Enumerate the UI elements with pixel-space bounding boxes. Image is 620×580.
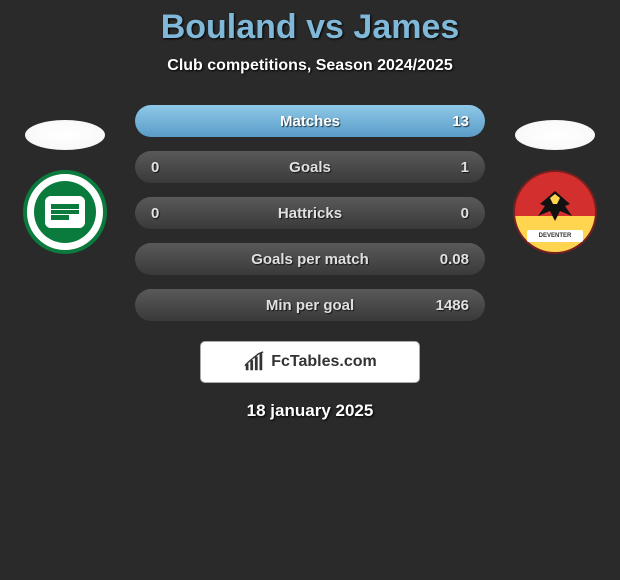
main-row: Matches 13 0 Goals 1 0 Hattricks 0 Goals… bbox=[0, 105, 620, 321]
stat-right-value: 1 bbox=[461, 159, 469, 176]
club-banner: DEVENTER bbox=[527, 230, 583, 242]
player-left-avatar bbox=[25, 120, 105, 150]
player-right-column: DEVENTER bbox=[505, 105, 605, 254]
groningen-ring bbox=[34, 181, 96, 243]
club-badge-left bbox=[23, 170, 107, 254]
date-line: 18 january 2025 bbox=[247, 401, 374, 421]
brand-box[interactable]: FcTables.com bbox=[200, 341, 420, 383]
player-left-column bbox=[15, 105, 115, 254]
brand-text: FcTables.com bbox=[271, 353, 377, 371]
stat-label: Min per goal bbox=[151, 297, 469, 314]
comparison-card: Bouland vs James Club competitions, Seas… bbox=[0, 0, 620, 421]
stat-right-value: 0 bbox=[461, 205, 469, 222]
stat-label: Matches bbox=[151, 113, 469, 130]
player-right-avatar bbox=[515, 120, 595, 150]
stat-right-value: 1486 bbox=[436, 297, 469, 314]
page-title: Bouland vs James bbox=[161, 8, 460, 47]
club-badge-right: DEVENTER bbox=[513, 170, 597, 254]
stat-label: Goals bbox=[151, 159, 469, 176]
stat-row-gpm: Goals per match 0.08 bbox=[135, 243, 485, 275]
stat-left-value: 0 bbox=[151, 205, 159, 222]
stat-right-value: 0.08 bbox=[440, 251, 469, 268]
groningen-letter-icon bbox=[45, 196, 85, 228]
stats-column: Matches 13 0 Goals 1 0 Hattricks 0 Goals… bbox=[135, 105, 485, 321]
stat-right-value: 13 bbox=[452, 113, 469, 130]
chart-icon bbox=[243, 351, 265, 373]
eagle-icon bbox=[530, 186, 580, 226]
stat-row-matches: Matches 13 bbox=[135, 105, 485, 137]
stat-label: Hattricks bbox=[151, 205, 469, 222]
stat-row-goals: 0 Goals 1 bbox=[135, 151, 485, 183]
stat-label: Goals per match bbox=[151, 251, 469, 268]
stat-row-mpg: Min per goal 1486 bbox=[135, 289, 485, 321]
stat-row-hattricks: 0 Hattricks 0 bbox=[135, 197, 485, 229]
stat-left-value: 0 bbox=[151, 159, 159, 176]
subtitle: Club competitions, Season 2024/2025 bbox=[167, 57, 452, 75]
